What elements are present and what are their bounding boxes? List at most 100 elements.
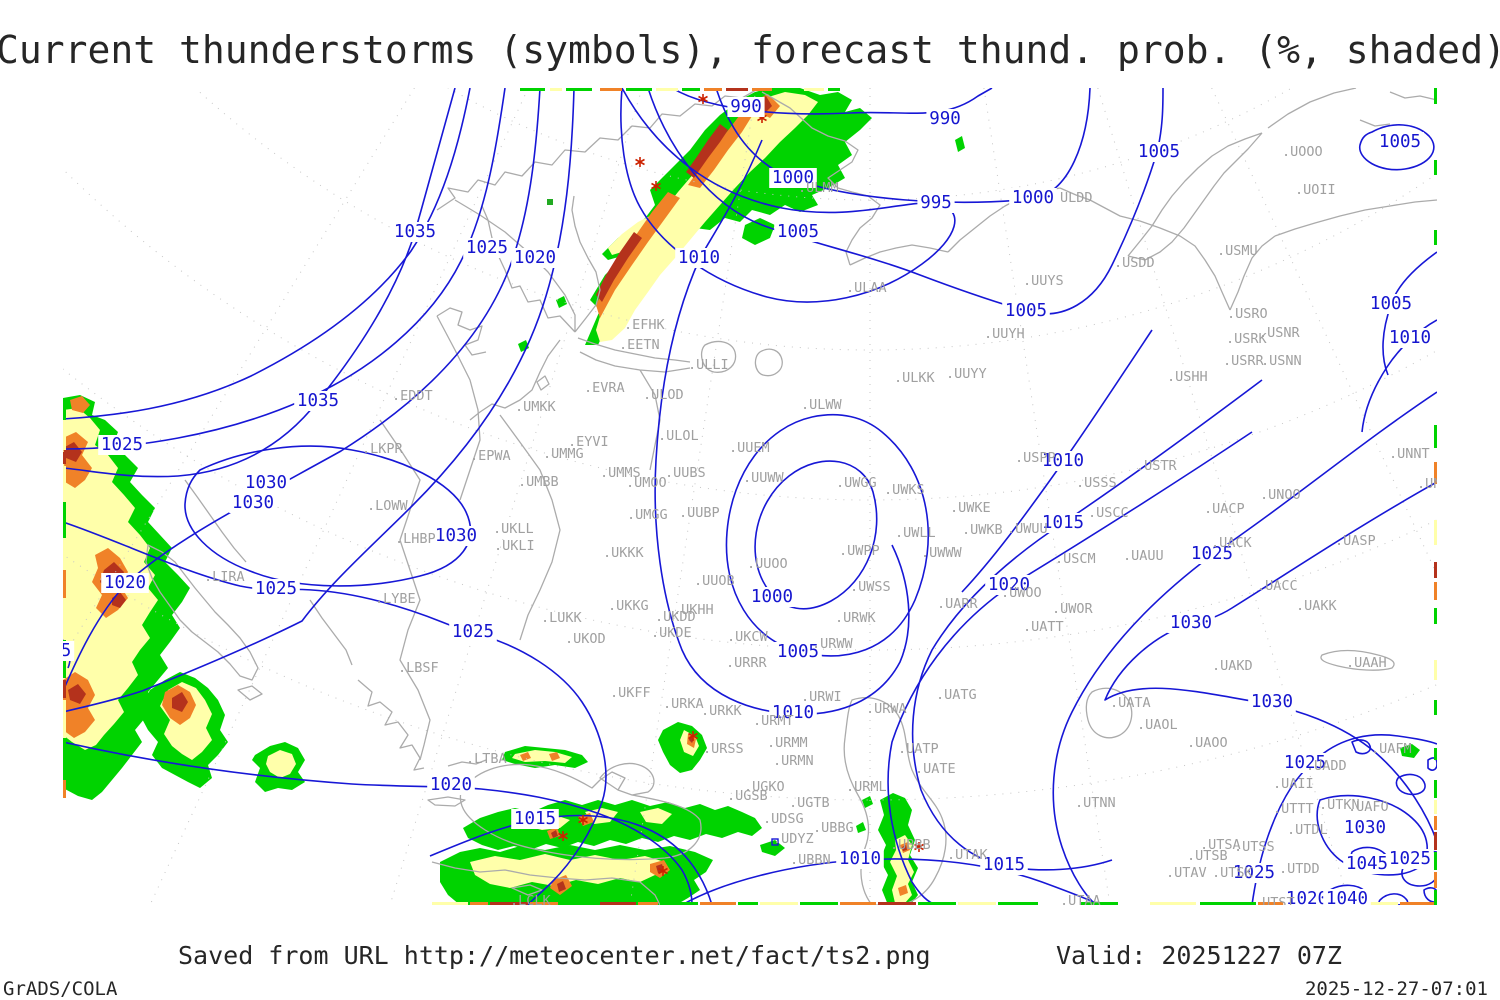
isobar-label: 1000 (772, 168, 814, 188)
station-label-USNR: .USNR (1259, 325, 1301, 341)
station-label-UKHH: .UKHH (673, 602, 714, 618)
edge-dash (1434, 660, 1437, 680)
edge-dash (550, 88, 562, 91)
isobar-label-mask (1386, 849, 1434, 869)
edge-dash (1434, 562, 1437, 578)
isobar-label-mask (432, 526, 480, 546)
edge-dash (600, 902, 636, 905)
isobar-label-mask (1341, 818, 1389, 838)
station-label-USRK: .USRK (1226, 331, 1268, 347)
station-label-URWA: .URWA (866, 701, 907, 717)
station-label-UNBB: .UNBB (1417, 476, 1458, 492)
isobar-label: 1010 (1389, 328, 1431, 348)
thunderstorm-symbol-icon (771, 838, 779, 846)
station-label-UKLL: .UKLL (493, 521, 534, 537)
isobar-label-mask (1376, 132, 1424, 152)
edge-dash (682, 88, 700, 91)
station-label-UTNN: .UTNN (1075, 795, 1116, 811)
station-label-UTSA: .UTSA (1200, 837, 1241, 853)
isobar-label: 1020 (988, 575, 1030, 595)
station-label-UAUU: .UAUU (1123, 548, 1164, 564)
edge-dash (1434, 748, 1437, 760)
isobar-label: 1045 (1346, 854, 1388, 874)
station-label-UATP: .UATP (898, 741, 939, 757)
station-label-URML: .URML (846, 779, 887, 795)
isobar-label-mask (242, 473, 290, 493)
station-label-UACK: .UACK (1211, 535, 1253, 551)
station-label-LYBE: .LYBE (375, 591, 416, 607)
station-label-UUOB: .UUOB (694, 573, 735, 589)
isobar-1020 (63, 741, 693, 905)
isobar-label: 1010 (772, 703, 814, 723)
isobar-1025 (1052, 391, 1437, 905)
station-label-URKK: .URKK (701, 703, 743, 719)
isobar-label: 1000 (751, 587, 793, 607)
station-label-UUBS: .UUBS (665, 465, 706, 481)
isobar-label-mask (427, 775, 475, 795)
shade-region-r (68, 684, 86, 704)
edge-dash (63, 570, 66, 598)
station-label-UWKB: .UWKB (962, 522, 1003, 538)
station-label-UAFO: .UAFO (1348, 799, 1389, 815)
isobar-label-mask (836, 849, 884, 869)
station-label-LTBA: .LTBA (466, 751, 507, 767)
edge-dash (998, 902, 1038, 905)
station-label-UARR: .UARR (937, 596, 979, 612)
station-label-UKDD: .UKDD (655, 609, 696, 625)
isobar-label-mask (1039, 513, 1087, 533)
station-label-ULMM: .ULMM (798, 180, 839, 196)
isobar-label-mask (1135, 142, 1183, 162)
edge-dash (828, 88, 840, 91)
isobar-label: 1020 (514, 248, 556, 268)
thunderstorm-symbol-icon (658, 866, 668, 876)
station-label-UGTB: .UGTB (789, 795, 830, 811)
station-label-USCM: .USCM (1055, 551, 1096, 567)
page-title: Current thunderstorms (symbols), forecas… (0, 28, 1500, 72)
isobar-label-mask (294, 391, 342, 411)
shade-region-y (266, 750, 296, 778)
edge-dash (776, 88, 800, 91)
edge-dash (560, 902, 598, 905)
station-label-UASP: .UASP (1335, 533, 1376, 549)
station-label-UGKO: .UGKO (744, 779, 785, 795)
coastline (843, 697, 947, 905)
edge-dash (1434, 832, 1437, 850)
isobar-1035 (63, 88, 456, 478)
edge-dash (1434, 852, 1437, 870)
edge-dash (958, 902, 996, 905)
isobar-label-mask (1009, 188, 1057, 208)
station-label-LKPR: .LKPR (362, 441, 404, 457)
station-label-UWUU: .UWUU (1007, 521, 1048, 537)
station-label-EPWA: .EPWA (470, 448, 511, 464)
parallel-line (63, 168, 1437, 501)
isobar-1010 (681, 858, 1101, 905)
station-label-UUYS: .UUYS (1023, 273, 1064, 289)
station-label-UKDE: .UKDE (651, 625, 692, 641)
edge-dash (1200, 902, 1256, 905)
isobar-label-mask (774, 642, 822, 662)
isobar-label-mask (1248, 692, 1296, 712)
station-label-ULKK: .ULKK (894, 370, 936, 386)
thunderstorm-symbol-icon (698, 94, 708, 104)
isobar (1351, 739, 1372, 755)
isobar-label-mask (63, 641, 75, 661)
station-label-UATA: .UATA (1110, 695, 1151, 711)
station-label-EFHK: .EFHK (624, 317, 666, 333)
edge-dash (878, 902, 916, 905)
edge-dash (1080, 902, 1118, 905)
station-label-UMBB: .UMBB (518, 474, 559, 490)
edge-dash (1434, 160, 1437, 175)
isobar-label: 1025 (466, 238, 508, 258)
isobar-label-mask (98, 435, 146, 455)
meridian-line (389, 88, 643, 905)
station-label-UATT: .UATT (1023, 619, 1064, 635)
isobar-label-mask (926, 109, 964, 129)
coastline (577, 337, 691, 373)
station-label-UKCW: .UKCW (727, 629, 769, 645)
isobar-label-mask (1343, 854, 1391, 874)
isobar-label-mask (769, 168, 817, 188)
station-label-URSS: .URSS (703, 741, 744, 757)
station-label-UUWW: .UUWW (743, 470, 785, 486)
station-label-EYVI: .EYVI (568, 434, 609, 450)
isobar-label-mask (1039, 451, 1087, 471)
